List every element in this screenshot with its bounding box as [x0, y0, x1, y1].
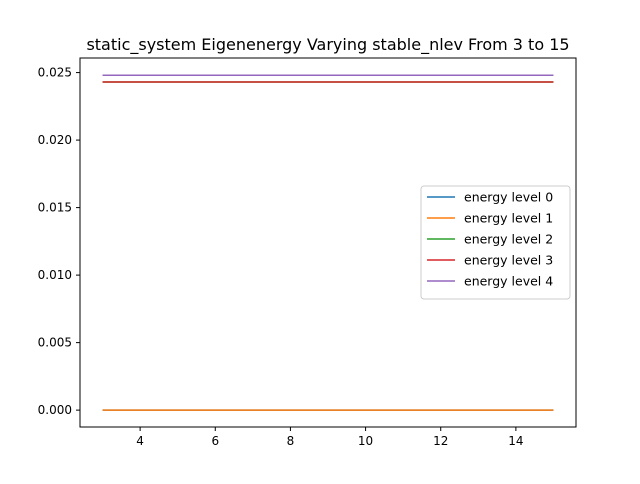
- series-lines: [102, 74, 554, 411]
- x-tick-label: 12: [433, 434, 448, 448]
- legend-label: energy level 1: [464, 211, 553, 226]
- x-tick-label: 6: [211, 434, 219, 448]
- y-tick-label: 0.005: [38, 336, 72, 350]
- legend-label: energy level 3: [464, 253, 553, 268]
- axes-frame: [79, 57, 577, 428]
- y-tick-label: 0.020: [38, 133, 72, 147]
- chart-title: static_system Eigenenergy Varying stable…: [86, 35, 569, 55]
- y-axis: 0.000 0.005 0.010 0.015 0.020 0.025: [38, 66, 80, 417]
- legend-label: energy level 4: [464, 274, 553, 289]
- x-axis: 4 6 8 10 12 14: [136, 427, 524, 448]
- y-tick-label: 0.025: [38, 66, 72, 80]
- y-tick-label: 0.010: [38, 268, 72, 282]
- x-tick-label: 4: [136, 434, 144, 448]
- legend-label: energy level 0: [464, 190, 553, 205]
- legend: energy level 0 energy level 1 energy level…: [420, 185, 571, 300]
- legend-box: [420, 185, 571, 300]
- y-tick-label: 0.015: [38, 201, 72, 215]
- y-tick-label: 0.000: [38, 403, 72, 417]
- x-tick-label: 10: [358, 434, 373, 448]
- x-tick-label: 8: [287, 434, 295, 448]
- x-tick-label: 14: [508, 434, 523, 448]
- legend-label: energy level 2: [464, 232, 553, 247]
